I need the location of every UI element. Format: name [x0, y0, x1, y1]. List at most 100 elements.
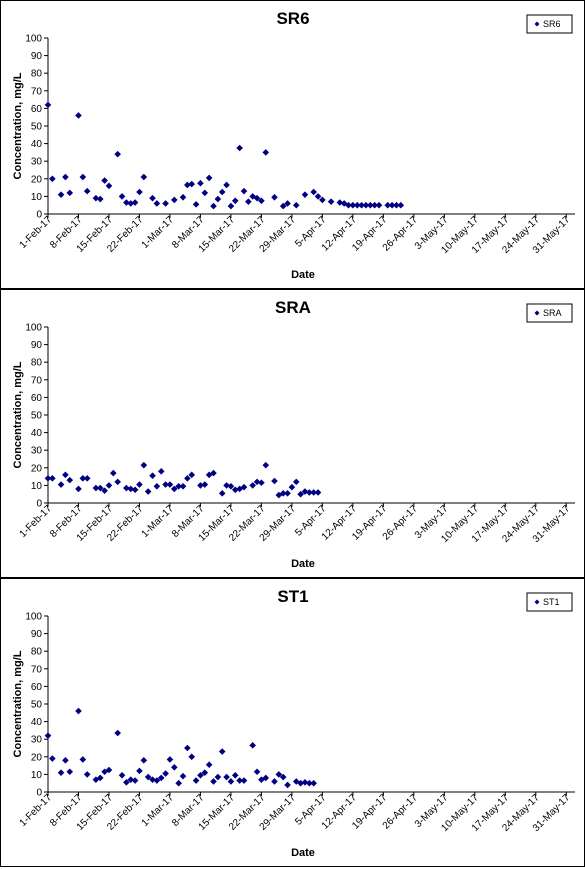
data-point	[66, 476, 74, 484]
data-point	[262, 461, 270, 469]
data-point	[157, 774, 165, 782]
data-point	[75, 112, 82, 119]
legend-label: SR6	[543, 19, 561, 29]
data-point	[149, 194, 156, 202]
data-point	[327, 198, 335, 205]
data-point	[279, 490, 287, 497]
data-point	[231, 486, 239, 494]
data-point	[371, 201, 378, 209]
y-tick-label: 90	[31, 340, 43, 351]
data-point	[162, 481, 169, 488]
y-tick-label: 60	[31, 393, 43, 404]
data-point	[314, 489, 322, 496]
data-point	[184, 475, 191, 482]
data-point	[218, 188, 226, 196]
x-axis-label: Date	[291, 269, 315, 281]
data-point	[188, 180, 196, 188]
data-point	[66, 768, 74, 776]
x-tick-label: 1-Mar-17	[140, 214, 177, 251]
data-point	[101, 177, 108, 184]
y-tick-label: 80	[31, 69, 43, 80]
data-point	[175, 779, 182, 787]
data-point	[179, 772, 187, 780]
data-point	[140, 757, 148, 764]
data-point	[292, 201, 300, 209]
data-point	[310, 779, 317, 787]
y-tick-label: 50	[31, 122, 43, 133]
y-tick-label: 100	[25, 34, 42, 45]
data-point	[279, 202, 287, 210]
data-point	[110, 469, 117, 477]
data-point	[210, 778, 217, 785]
data-point	[292, 478, 300, 486]
data-point	[57, 769, 65, 776]
y-axis-label: Concentration, mg/L	[12, 72, 24, 179]
data-point	[284, 490, 291, 497]
y-tick-label: 70	[31, 664, 43, 675]
data-point	[79, 173, 87, 181]
y-tick-label: 0	[36, 499, 42, 510]
y-tick-label: 10	[31, 192, 43, 203]
data-point	[201, 769, 209, 776]
legend-label: ST1	[543, 597, 560, 607]
data-point	[114, 478, 121, 486]
data-point	[188, 753, 196, 761]
data-point	[153, 200, 161, 207]
data-point	[310, 188, 317, 196]
data-point	[271, 193, 278, 201]
data-point	[162, 200, 169, 207]
y-tick-label: 10	[31, 770, 43, 781]
data-point	[153, 777, 161, 784]
y-tick-label: 70	[31, 86, 43, 97]
data-point	[258, 776, 265, 783]
data-point	[105, 482, 113, 489]
data-point	[83, 771, 91, 778]
y-tick-label: 60	[31, 682, 43, 693]
data-point	[231, 197, 239, 205]
scatter-chart-sr6: SR601020304050607080901001-Feb-178-Feb-1…	[12, 9, 575, 281]
y-tick-label: 100	[25, 323, 42, 334]
y-tick-label: 20	[31, 174, 43, 185]
data-point	[149, 472, 156, 480]
data-point	[240, 187, 248, 195]
data-point	[253, 478, 261, 486]
y-tick-label: 20	[31, 752, 43, 763]
data-point	[96, 774, 104, 782]
data-point	[140, 173, 148, 181]
data-point	[131, 486, 139, 494]
x-tick-label: 1-Mar-17	[140, 503, 177, 540]
data-point	[301, 779, 309, 786]
data-point	[240, 777, 248, 784]
data-point	[253, 768, 261, 776]
data-point	[279, 773, 287, 781]
data-point	[210, 202, 217, 210]
data-point	[236, 144, 243, 152]
data-point	[362, 201, 370, 209]
data-point	[306, 489, 313, 496]
data-point	[297, 490, 304, 498]
legend-marker	[534, 21, 540, 27]
data-point	[114, 150, 121, 158]
data-point	[118, 193, 126, 200]
data-point	[262, 149, 270, 156]
data-point	[284, 781, 291, 789]
data-point	[140, 461, 148, 469]
data-point	[57, 481, 65, 488]
data-point	[49, 475, 56, 482]
data-point	[240, 483, 248, 491]
data-point	[171, 196, 178, 204]
data-point	[197, 482, 204, 489]
data-point	[227, 778, 235, 785]
data-point	[79, 475, 87, 482]
data-point	[353, 201, 361, 209]
y-tick-label: 50	[31, 411, 43, 422]
data-point	[171, 485, 178, 493]
data-point	[223, 773, 230, 781]
data-point	[340, 200, 348, 207]
data-point	[227, 202, 235, 210]
data-point	[44, 732, 52, 739]
data-point	[127, 200, 135, 207]
data-point	[249, 193, 257, 200]
y-tick-label: 10	[31, 481, 43, 492]
data-point	[92, 194, 100, 202]
